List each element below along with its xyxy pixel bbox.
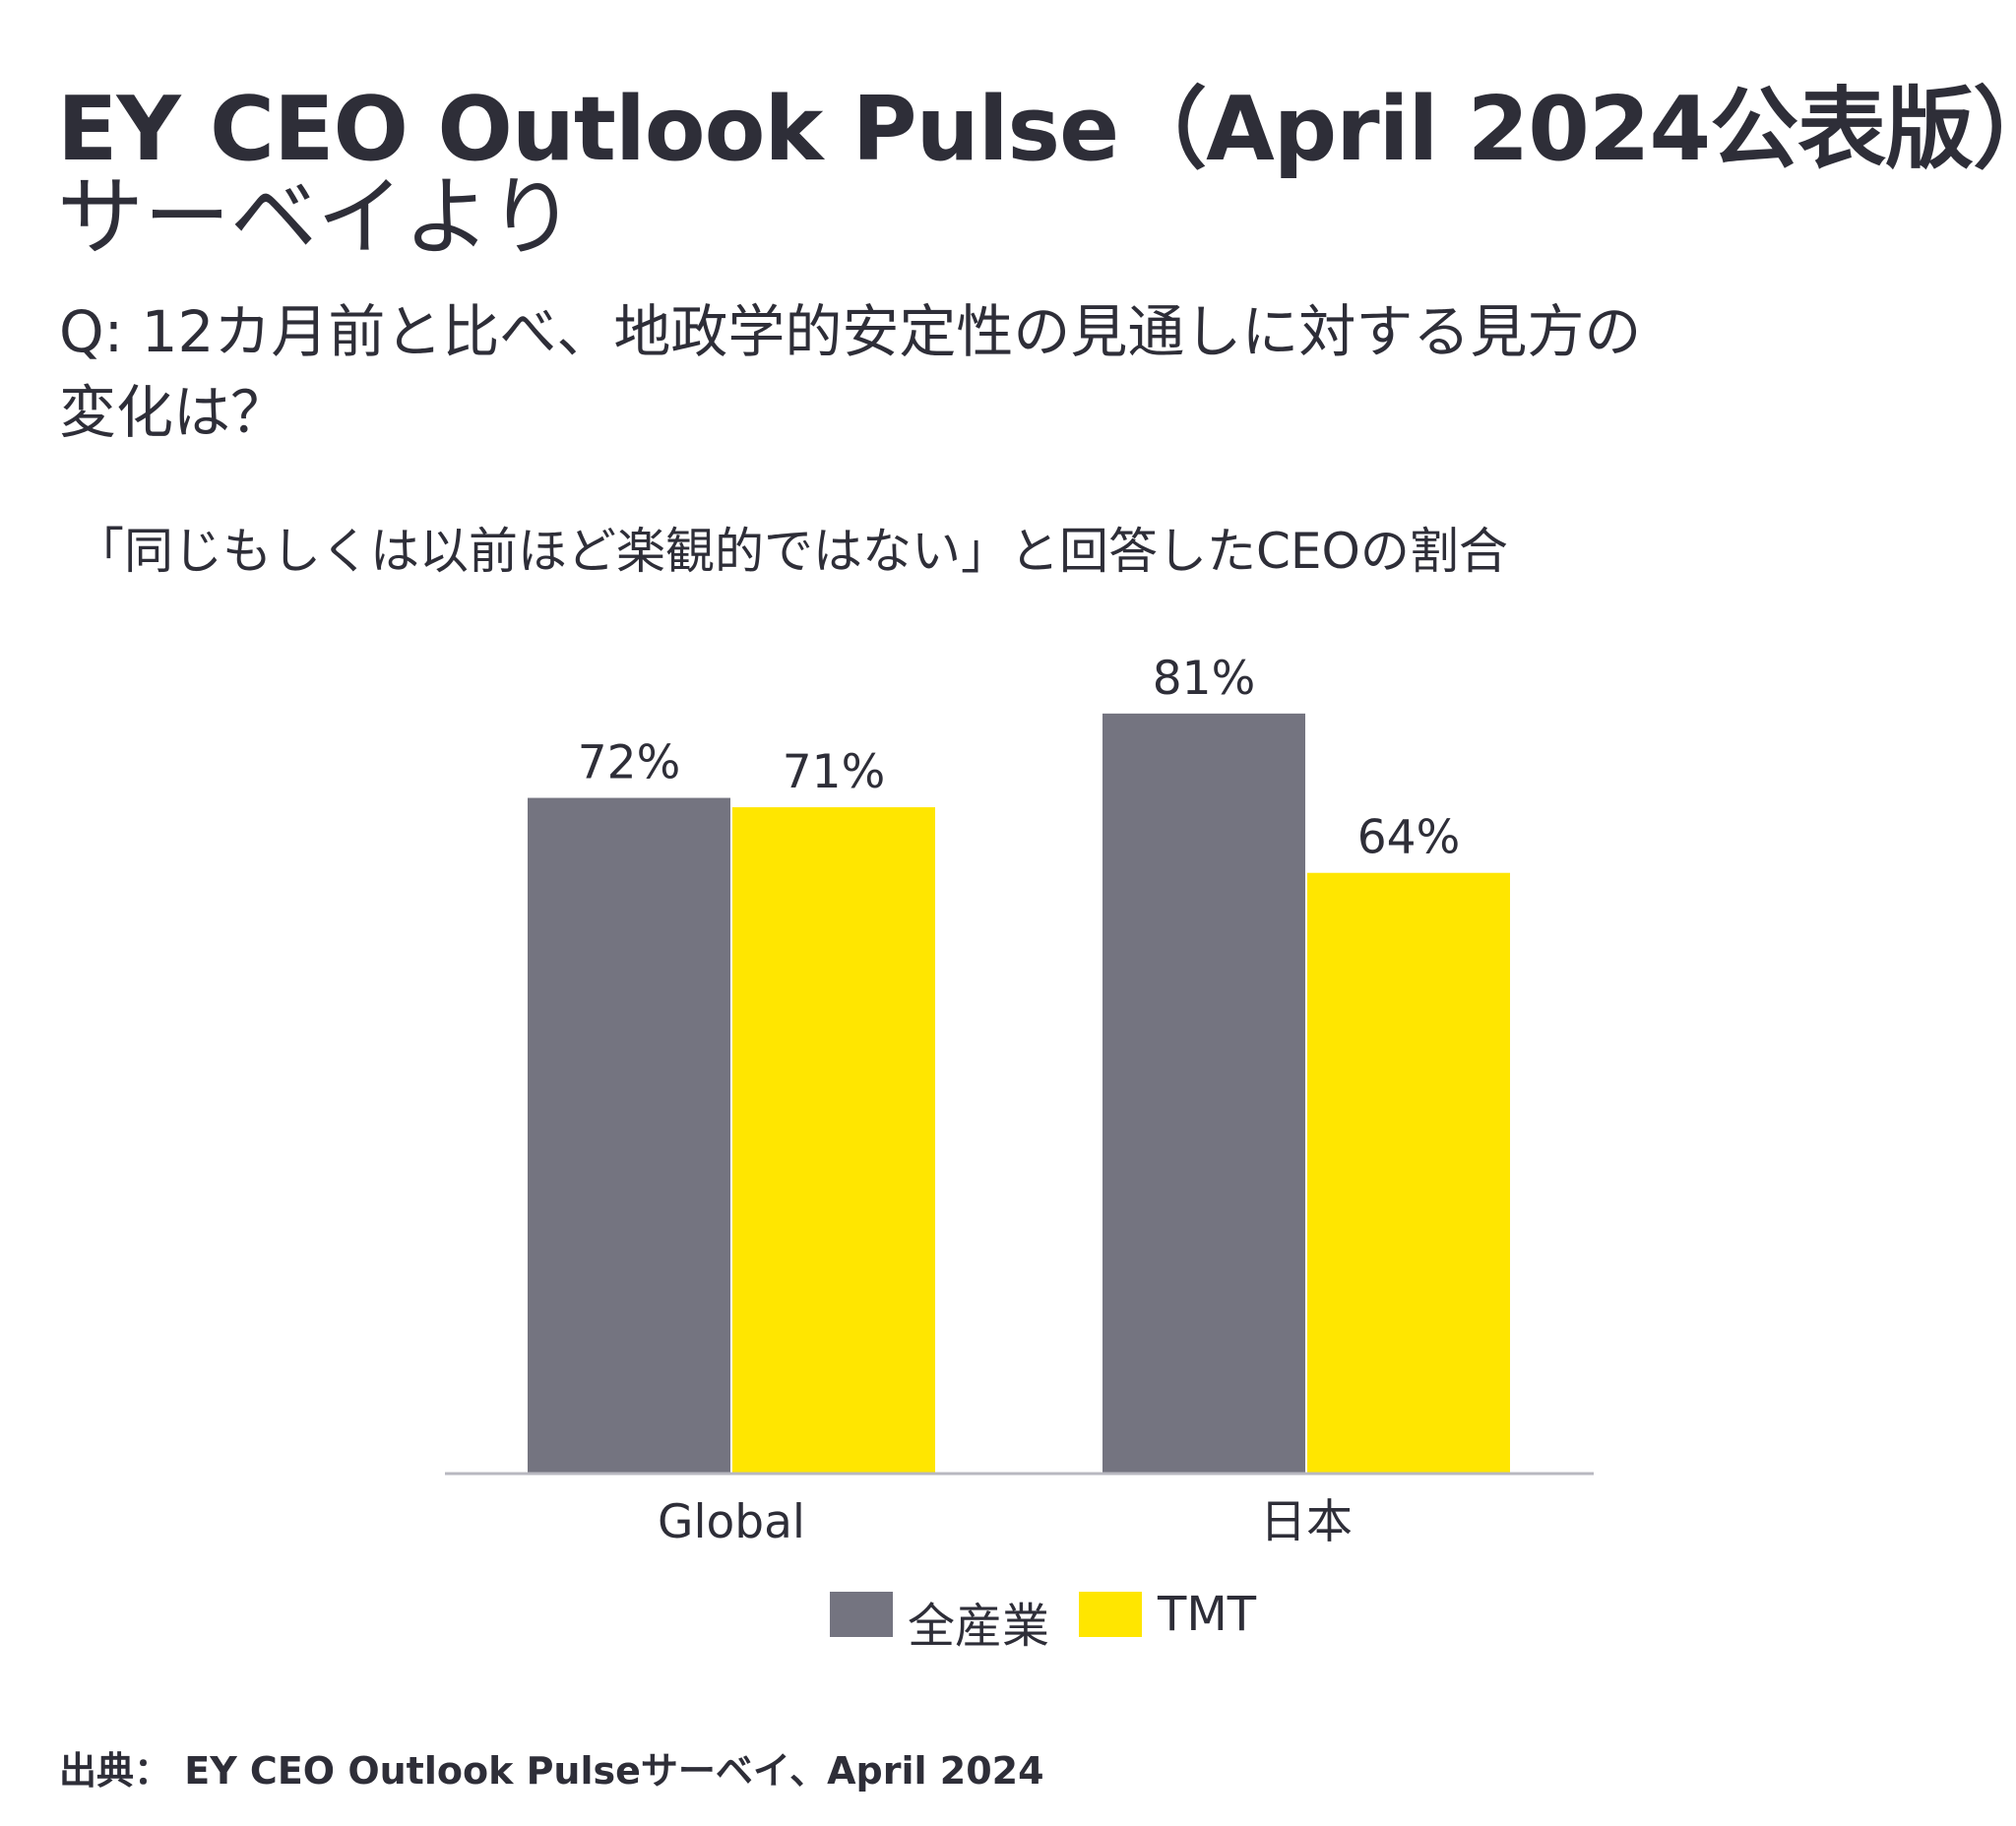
legend-swatch-tmt — [1079, 1592, 1142, 1637]
data-label: 81% — [1153, 652, 1255, 706]
chart-title: 「同じもしくは以前ほど楽観的ではない」と回答したCEOの割合 — [75, 523, 1508, 580]
page-title: EY CEO Outlook Pulse（April 2024公表版） — [57, 78, 2016, 181]
data-label: 64% — [1357, 811, 1460, 865]
category-label: 日本 — [1260, 1495, 1353, 1549]
bar-chart: 72% 71% Global 81% 64% 日本 — [445, 652, 1594, 1549]
data-label: 71% — [783, 745, 885, 799]
bar-all-industries-0 — [528, 797, 730, 1473]
category-label: Global — [658, 1495, 805, 1549]
bar-tmt-0 — [732, 807, 935, 1473]
legend-label-all-industries: 全産業 — [908, 1599, 1050, 1654]
question-text: Q: 12カ月前と比べ、地政学的安定性の見通しに対する見方の — [59, 298, 1642, 365]
legend-label-tmt: TMT — [1158, 1587, 1257, 1642]
bar-all-industries-1 — [1102, 713, 1305, 1473]
source-footer: 出典： EY CEO Outlook Pulseサーベイ、April 2024 — [59, 1749, 1044, 1793]
data-label: 72% — [578, 736, 680, 790]
question-text-line2: 変化は？ — [59, 379, 288, 446]
page-title-line2: サーベイより — [57, 166, 576, 268]
bar-tmt-1 — [1307, 872, 1510, 1473]
legend-swatch-all-industries — [830, 1592, 893, 1637]
